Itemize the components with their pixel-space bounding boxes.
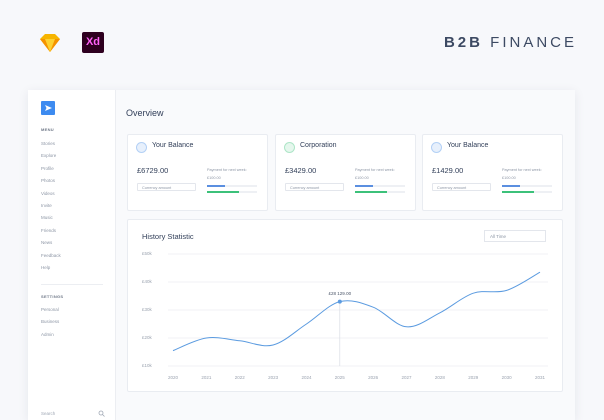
overview-title: Overview: [126, 108, 164, 118]
menu-item[interactable]: Feedback: [41, 252, 61, 258]
card-icon: [431, 142, 442, 153]
payment-amount: £100.00: [355, 176, 369, 180]
progress-bar: [502, 191, 534, 193]
payment-label: Payment for next week:: [502, 168, 542, 172]
x-tick-label: 2021: [201, 375, 212, 380]
xd-logo: Xd: [82, 32, 104, 53]
progress-bar: [207, 185, 225, 187]
menu-item[interactable]: Stories: [41, 141, 56, 146]
progress-bar: [355, 191, 387, 193]
x-tick-label: 2030: [502, 375, 513, 380]
app-icon[interactable]: [41, 101, 55, 115]
chart-title: History Statistic: [142, 232, 194, 241]
progress-bar: [355, 185, 373, 187]
menu-heading: MENU: [41, 127, 54, 132]
time-filter[interactable]: All Time: [484, 230, 546, 242]
card-amount: £6729.00: [137, 166, 169, 175]
menu-item[interactable]: News: [41, 240, 53, 246]
sidebar: [28, 90, 116, 420]
search-icon[interactable]: [98, 410, 105, 417]
menu-item[interactable]: Invite: [41, 203, 52, 208]
data-point: [337, 299, 342, 304]
payment-amount: £100.00: [207, 176, 221, 180]
x-tick-label: 2023: [268, 375, 279, 380]
balance-card: Corporation £3429.00 Payment for next week…: [275, 134, 416, 211]
balance-card: Your Balance £1429.00 Payment for next wee…: [422, 134, 563, 211]
settings-heading: SETTINGS: [41, 294, 64, 299]
y-tick-label: £40k: [142, 279, 153, 284]
menu-item[interactable]: Profile: [41, 165, 54, 171]
data-line: [172, 271, 541, 352]
y-tick-label: £50k: [142, 251, 153, 256]
x-tick-label: 2024: [301, 375, 312, 380]
x-tick-label: 2022: [235, 375, 246, 380]
x-tick-label: 2027: [402, 375, 413, 380]
y-tick-label: £10k: [142, 363, 153, 368]
y-tick-label: £20k: [142, 335, 153, 340]
settings-item[interactable]: Admin: [41, 331, 54, 337]
payment-label: Payment for next week:: [355, 168, 395, 172]
payment-label: Payment for next week:: [207, 168, 247, 172]
progress-bar: [502, 185, 520, 187]
settings-item[interactable]: Personal: [41, 307, 59, 312]
annotation: £28 129.00: [329, 291, 352, 296]
currency-dropdown[interactable]: Currency amount: [432, 183, 491, 191]
search[interactable]: Search: [41, 411, 56, 416]
currency-dropdown[interactable]: Currency amount: [285, 183, 344, 191]
card-amount: £3429.00: [285, 166, 317, 175]
card-icon: [136, 142, 147, 153]
sketch-logo: [40, 34, 60, 52]
card-title: Your Balance: [152, 142, 194, 149]
card-title: Corporation: [300, 142, 337, 149]
menu-item[interactable]: Videos: [41, 190, 55, 196]
menu-item[interactable]: Photos: [41, 178, 56, 184]
x-tick-label: 2028: [435, 375, 446, 380]
brand-bold: B2B: [443, 34, 483, 51]
currency-dropdown[interactable]: Currency amount: [137, 183, 196, 191]
progress-bar: [207, 191, 239, 193]
progress-track: [355, 185, 405, 187]
payment-amount: £100.00: [502, 176, 516, 180]
menu-item[interactable]: Music: [41, 215, 53, 221]
x-tick-label: 2025: [335, 375, 346, 380]
divider: [41, 284, 103, 285]
x-tick-label: 2026: [368, 375, 379, 380]
brand: B2B FINANCE: [444, 34, 577, 51]
card-title: Your Balance: [447, 142, 489, 149]
menu-item[interactable]: Explore: [41, 153, 57, 159]
x-tick-label: 2029: [468, 375, 479, 380]
progress-track: [207, 185, 257, 187]
balance-card: Your Balance £6729.00 Payment for next wee…: [127, 134, 268, 211]
y-tick-label: £30k: [142, 307, 153, 312]
chart-card: [127, 219, 563, 392]
card-icon: [284, 142, 295, 153]
card-amount: £1429.00: [432, 166, 464, 175]
brand-text: FINANCE: [490, 34, 577, 51]
progress-track: [502, 185, 552, 187]
settings-item[interactable]: Business: [41, 319, 60, 325]
menu-item[interactable]: Friends: [41, 227, 57, 233]
menu-item[interactable]: Help: [41, 265, 51, 270]
x-tick-label: 2031: [535, 375, 546, 380]
x-tick-label: 2020: [168, 375, 179, 380]
